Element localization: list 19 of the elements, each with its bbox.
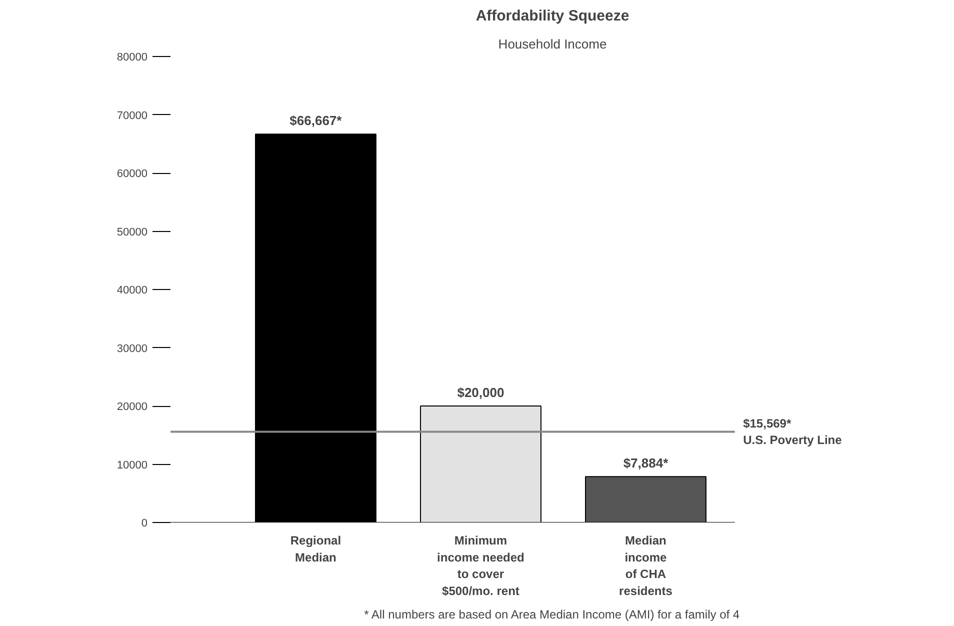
chart-title: Affordability Squeeze	[476, 8, 630, 24]
x-tick-label: Minimum income needed to cover $500/mo. rent	[437, 534, 524, 598]
ref-line-label: $15,569* U.S. Poverty Line	[743, 416, 842, 448]
y-tick-label: 80000	[116, 52, 148, 64]
y-tick-label: 30000	[116, 342, 148, 355]
y-tick-label: 70000	[116, 110, 148, 122]
chart-subtitle: Household Income	[498, 36, 607, 52]
data-label: $66,667*	[290, 113, 343, 128]
y-tick-label: 0	[141, 518, 148, 530]
y-tick-label: 20000	[116, 401, 148, 413]
y-tick-label: 50000	[116, 226, 148, 238]
data-label: $7,884*	[623, 456, 670, 471]
y-tick-label: 60000	[116, 168, 148, 180]
y-tick-label: 10000	[116, 459, 148, 472]
text: * All numbers are based on Area Median Income (AMI) for a family of 4	[364, 608, 740, 622]
x-tick-label: Regional Median	[290, 534, 342, 564]
data-label: $20,000	[457, 385, 504, 400]
y-tick-label: 40000	[116, 284, 148, 296]
x-tick-label: Median income of CHA residents	[619, 534, 673, 598]
